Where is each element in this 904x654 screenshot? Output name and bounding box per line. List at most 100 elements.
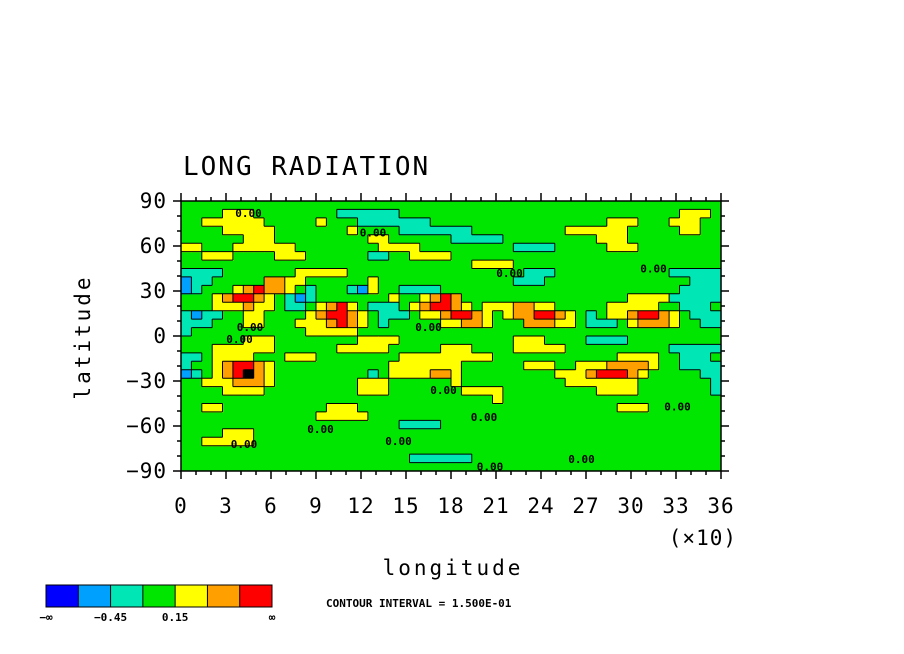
field-cell (336, 344, 348, 354)
field-cell (523, 302, 535, 312)
field-cell (253, 310, 265, 320)
field-cell (357, 319, 369, 329)
field-cell (679, 268, 691, 278)
field-cell (586, 310, 597, 320)
field-cell (648, 319, 660, 329)
field-cell (212, 344, 224, 354)
x-multiplier-label: (×10) (669, 526, 737, 550)
field-cell (409, 454, 421, 464)
field-cell (586, 226, 597, 236)
contour-label: 0.00 (360, 227, 387, 240)
x-tick-label: 30 (617, 494, 644, 518)
field-cell (367, 386, 379, 396)
field-cell (181, 276, 192, 286)
field-cell (367, 344, 379, 354)
field-cell (212, 251, 224, 261)
field-cell (399, 226, 411, 236)
field-cell (523, 276, 535, 286)
field-cell (430, 285, 442, 295)
field-cell (222, 217, 234, 227)
colorbar-swatch (239, 585, 273, 607)
field-cell (378, 243, 390, 253)
field-cell (191, 243, 203, 253)
x-tick-label: 3 (219, 494, 233, 518)
field-cell (565, 319, 577, 329)
field-cell (689, 361, 701, 371)
field-cell (191, 268, 203, 278)
field-cell (243, 361, 255, 371)
field-cell (575, 378, 587, 388)
field-cell (409, 285, 421, 295)
field-cell (264, 285, 276, 295)
field-cell (544, 243, 556, 253)
field-cell (347, 319, 359, 329)
field-cell (378, 336, 390, 346)
field-cell (295, 268, 307, 278)
field-cell (399, 369, 411, 379)
field-cell (430, 352, 442, 362)
field-cell (409, 369, 421, 379)
colorbar-swatch (207, 585, 241, 607)
field-cell (295, 319, 307, 329)
field-cell (347, 403, 359, 413)
field-cell (212, 268, 224, 278)
field-cell (637, 310, 649, 320)
field-cell (409, 226, 421, 236)
field-cell (575, 226, 587, 236)
field-cell (419, 310, 431, 320)
heatmap-field (181, 201, 722, 471)
field-cell (357, 344, 369, 354)
field-cell (700, 352, 712, 362)
contour-label: 0.00 (568, 453, 595, 466)
field-cell (357, 336, 369, 346)
field-cell (316, 302, 327, 312)
field-cell (710, 378, 722, 388)
y-tick-label: −30 (126, 369, 167, 393)
field-cell (451, 344, 462, 354)
field-cell (617, 352, 629, 362)
field-cell (606, 378, 618, 388)
field-cell (471, 352, 483, 362)
x-tick-label: 18 (437, 494, 464, 518)
field-cell (606, 302, 618, 312)
field-cell (586, 336, 597, 346)
field-cell (596, 319, 608, 329)
field-cell (637, 352, 649, 362)
field-cell (565, 369, 577, 379)
field-cell (264, 302, 276, 312)
field-cell (336, 209, 348, 219)
field-cell (482, 310, 494, 320)
field-cell (243, 310, 255, 320)
y-axis-label: latitude (71, 274, 95, 399)
field-cell (637, 403, 649, 413)
x-tick-label: 12 (347, 494, 374, 518)
field-cell (243, 378, 255, 388)
field-cell (378, 344, 390, 354)
field-cell (700, 319, 712, 329)
field-cell (253, 386, 265, 396)
field-cell (367, 336, 379, 346)
field-cell (388, 302, 400, 312)
field-cell (482, 302, 494, 312)
field-cell (440, 319, 452, 329)
contour-lines (181, 208, 721, 464)
field-cell (367, 378, 379, 388)
field-cell (222, 293, 234, 303)
field-cell (191, 276, 203, 286)
field-cell (627, 378, 639, 388)
field-cell (222, 344, 234, 354)
field-cell (201, 276, 213, 286)
field-cell (378, 251, 390, 261)
x-tick-label: 15 (392, 494, 419, 518)
field-cell (710, 276, 722, 286)
field-cell (212, 302, 224, 312)
field-cell (295, 251, 307, 261)
field-cell (534, 302, 546, 312)
field-cell (295, 293, 307, 303)
field-cell (689, 209, 701, 219)
field-cell (637, 361, 649, 371)
field-cell (637, 369, 649, 379)
field-cell (201, 251, 213, 261)
field-cell (534, 276, 546, 286)
field-cell (253, 234, 265, 244)
